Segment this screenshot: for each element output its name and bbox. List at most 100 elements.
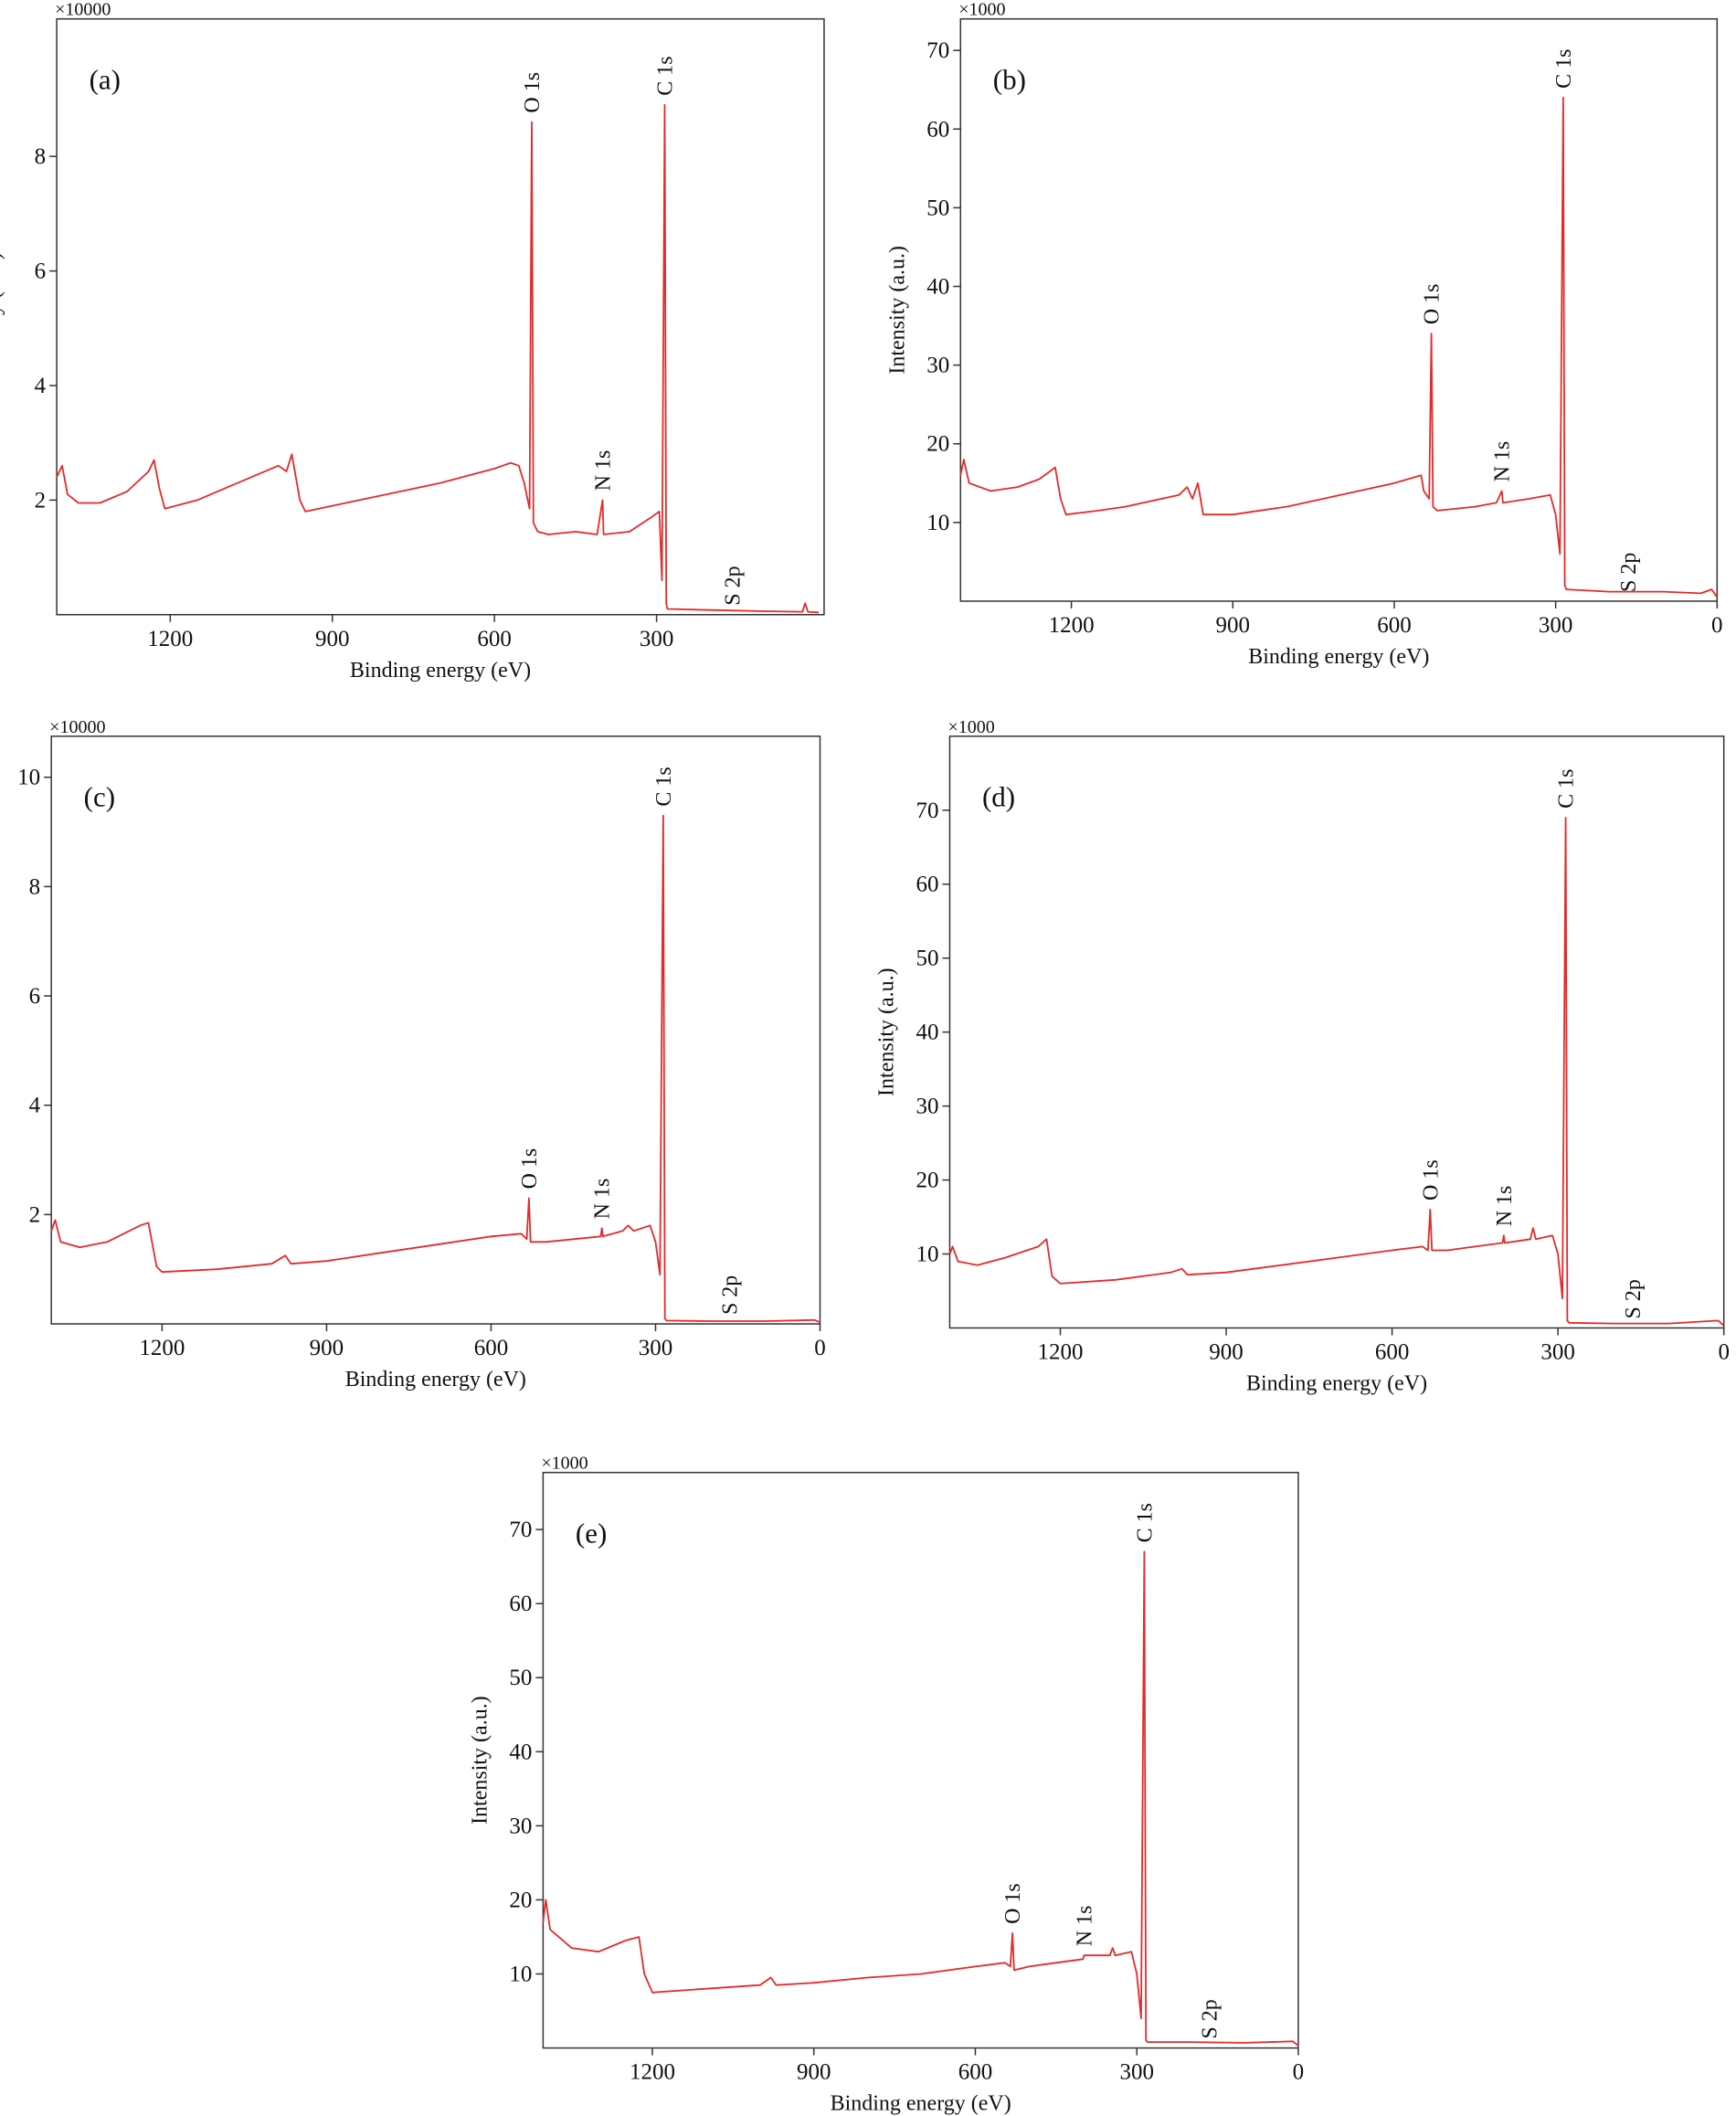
y-tick-label: 8 — [29, 874, 41, 899]
x-tick-label: 1200 — [147, 627, 193, 651]
x-axis-label: Binding energy (eV) — [1248, 645, 1429, 669]
plot-frame — [948, 735, 1725, 1329]
y-axis-label: Intensity (a.u.) — [0, 252, 5, 381]
peak-label: S 2p — [1199, 1999, 1223, 2038]
panel-title: (c) — [84, 781, 115, 813]
y-axis-label: Intensity (a.u.) — [468, 1696, 492, 1825]
x-tick-label: 300 — [639, 1336, 673, 1360]
peak-label: S 2p — [721, 566, 745, 605]
peak-label: O 1s — [1421, 284, 1445, 325]
peak-label: C 1s — [1552, 48, 1576, 88]
y-axis-label: Intensity (a.u.) — [874, 968, 898, 1096]
x-axis-label: Binding energy (eV) — [345, 1368, 526, 1391]
x-tick-label: 600 — [477, 627, 512, 651]
spectrum-line — [50, 814, 820, 1324]
x-tick-label: 0 — [814, 1336, 826, 1360]
x-tick-label: 900 — [315, 627, 350, 651]
y-axis-label: Intensity (a.u.) — [885, 246, 909, 375]
y-tick-label: 10 — [509, 1962, 532, 1986]
x-tick-label: 900 — [1209, 1339, 1244, 1364]
y-tick-label: 20 — [926, 432, 949, 457]
y-multiplier: ×1000 — [947, 717, 994, 737]
y-multiplier: ×1000 — [541, 1454, 587, 1474]
peak-label: S 2p — [718, 1275, 742, 1315]
peak-label: C 1s — [1133, 1503, 1157, 1542]
x-axis-label: Binding energy (eV) — [831, 2092, 1011, 2116]
y-multiplier: ×1000 — [958, 0, 1005, 20]
x-tick-label: 600 — [474, 1336, 509, 1360]
y-tick-label: 40 — [509, 1740, 532, 1764]
y-tick-label: 4 — [35, 374, 47, 398]
x-tick-label: 0 — [1718, 1339, 1730, 1364]
y-multiplier: ×10000 — [49, 717, 105, 737]
spectrum-line — [948, 817, 1725, 1327]
y-tick-label: 30 — [509, 1814, 532, 1838]
x-tick-label: 300 — [1539, 613, 1573, 638]
peak-label: N 1s — [591, 1179, 615, 1220]
panel: 1200 900 600 300 0 10 20 30 40 50 60 70 ×1000 (e) Bind… — [468, 1454, 1304, 2116]
x-tick-label: 900 — [797, 2060, 831, 2085]
spectrum-line — [56, 103, 820, 614]
x-tick-label: 300 — [640, 627, 674, 651]
y-tick-label: 30 — [926, 354, 949, 378]
peak-label: N 1s — [1073, 1906, 1096, 1947]
y-tick-label: 50 — [926, 196, 949, 220]
plot-frame — [56, 17, 825, 616]
x-tick-label: 1200 — [630, 2060, 675, 2085]
y-tick-label: 20 — [916, 1169, 938, 1193]
y-tick-label: 8 — [35, 144, 47, 169]
y-tick-label: 4 — [29, 1094, 41, 1118]
y-tick-label: 10 — [926, 511, 949, 535]
panel: 1200 900 600 300 0 10 20 30 40 50 60 70 ×1000 (b) Bind… — [885, 0, 1722, 669]
x-tick-label: 300 — [1119, 2060, 1154, 2085]
y-tick-label: 10 — [916, 1243, 938, 1267]
y-tick-label: 50 — [916, 947, 938, 971]
y-tick-label: 6 — [35, 259, 47, 284]
peak-label: O 1s — [518, 1148, 542, 1190]
y-tick-label: 20 — [509, 1888, 532, 1912]
peak-label: C 1s — [652, 767, 676, 806]
y-tick-label: 30 — [916, 1095, 938, 1119]
x-tick-label: 300 — [1540, 1339, 1575, 1364]
peak-label: O 1s — [1419, 1159, 1443, 1201]
y-multiplier: ×10000 — [55, 0, 111, 20]
spectrum-line — [959, 96, 1719, 598]
x-axis-label: Binding energy (eV) — [350, 659, 531, 682]
y-tick-label: 2 — [35, 488, 47, 513]
peak-label: O 1s — [521, 72, 545, 113]
panel-title: (a) — [90, 64, 121, 96]
x-tick-label: 600 — [958, 2060, 993, 2085]
x-tick-label: 1200 — [1049, 613, 1095, 638]
y-tick-label: 40 — [916, 1021, 938, 1045]
y-tick-label: 60 — [509, 1592, 532, 1616]
panel-title: (d) — [982, 781, 1015, 813]
y-tick-label: 60 — [926, 117, 949, 142]
y-tick-label: 70 — [916, 799, 938, 823]
x-tick-label: 900 — [1216, 613, 1251, 638]
panel: 1200 900 600 300 0 2 4 6 8 10 ×10000 (c) Binding ene… — [0, 717, 826, 1391]
y-tick-label: 40 — [926, 275, 949, 300]
panel-title: (e) — [576, 1518, 607, 1550]
peak-label: N 1s — [1493, 1186, 1517, 1227]
peak-label: N 1s — [591, 450, 615, 492]
y-tick-label: 60 — [916, 873, 938, 897]
peak-label: N 1s — [1491, 441, 1515, 482]
y-tick-label: 70 — [509, 1518, 532, 1542]
panel-title: (b) — [993, 64, 1026, 96]
y-tick-label: 10 — [17, 766, 40, 790]
x-tick-label: 900 — [310, 1336, 344, 1360]
y-tick-label: 2 — [29, 1202, 41, 1227]
plot-frame — [542, 1471, 1299, 2049]
x-tick-label: 600 — [1377, 613, 1412, 638]
x-axis-label: Binding energy (eV) — [1246, 1371, 1427, 1395]
x-tick-label: 1200 — [139, 1336, 185, 1360]
x-tick-label: 600 — [1375, 1339, 1410, 1364]
peak-label: C 1s — [1555, 769, 1579, 809]
peak-label: C 1s — [653, 56, 677, 95]
x-tick-label: 0 — [1293, 2060, 1305, 2085]
y-tick-label: 6 — [29, 984, 41, 1009]
y-tick-label: 50 — [509, 1666, 532, 1690]
plot-frame — [50, 735, 821, 1325]
peak-label: S 2p — [1622, 1279, 1646, 1318]
